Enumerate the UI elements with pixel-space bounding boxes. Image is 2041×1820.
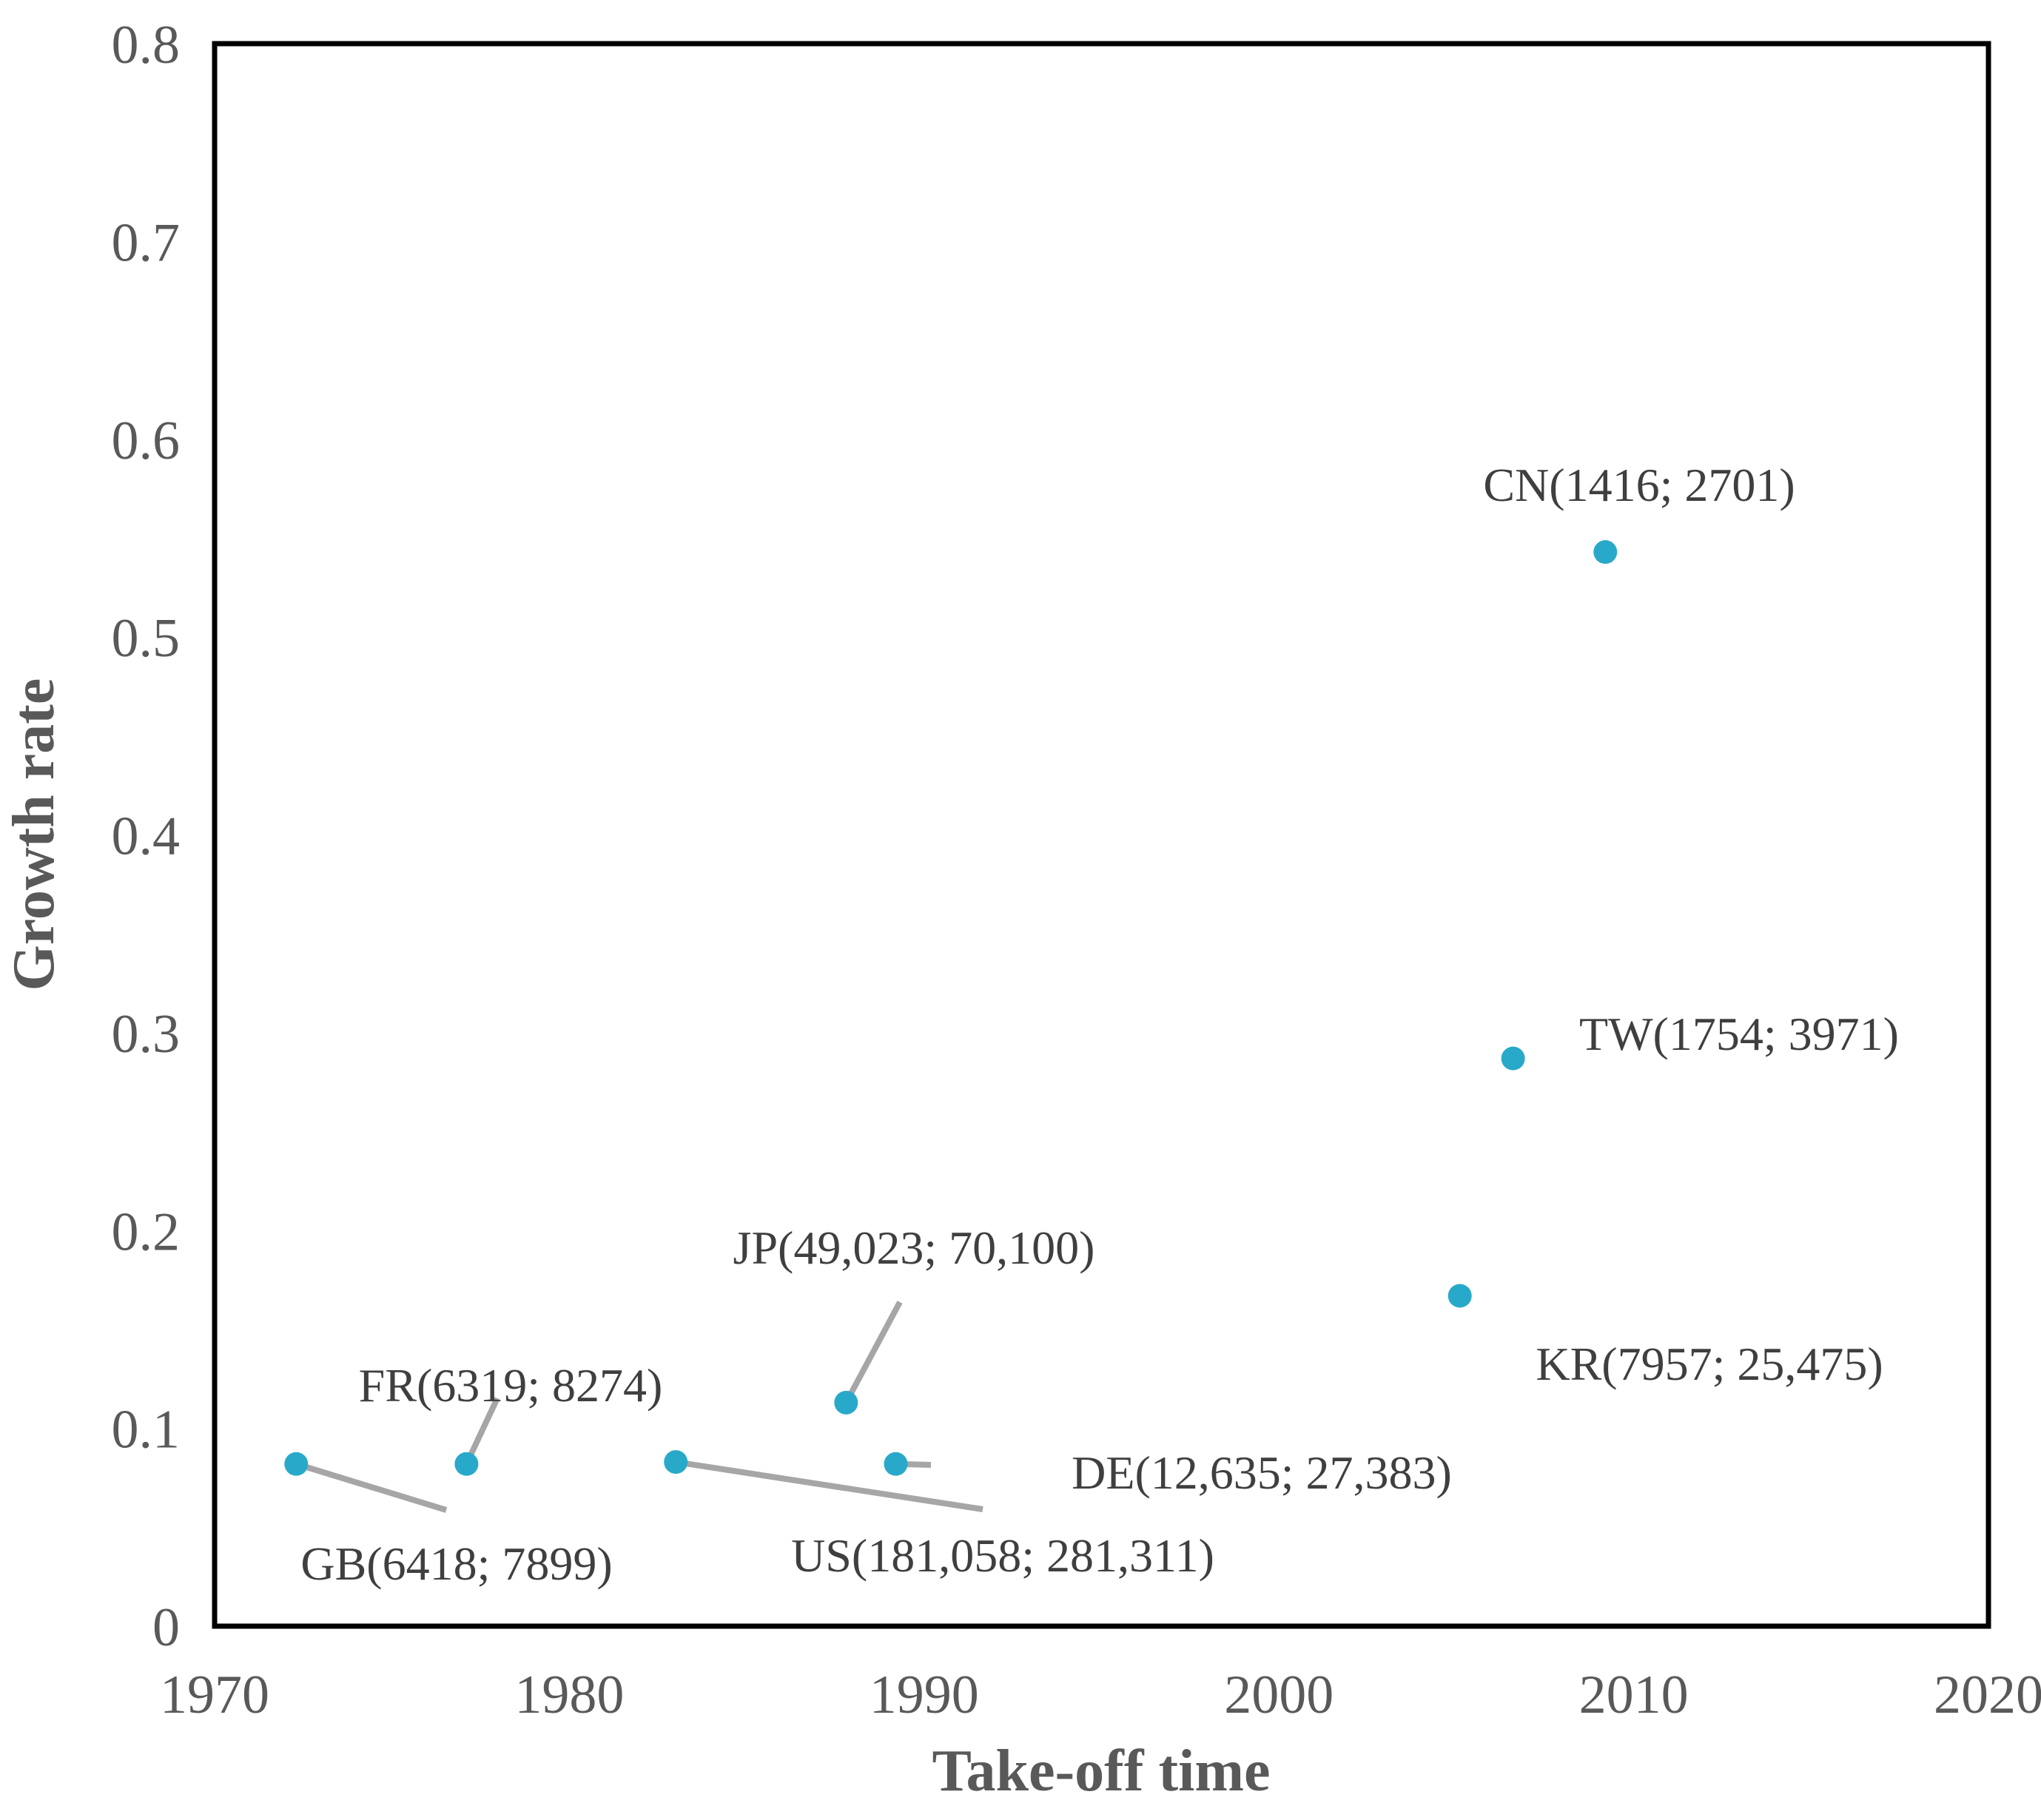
point-label-JP: JP(49,023; 70,100) bbox=[733, 1221, 1095, 1274]
data-point-CN bbox=[1593, 540, 1618, 564]
data-point-FR bbox=[454, 1452, 479, 1476]
point-label-GB: GB(6418; 7899) bbox=[300, 1537, 612, 1590]
x-axis-title: Take-off time bbox=[932, 1739, 1271, 1804]
data-point-JP bbox=[834, 1390, 858, 1415]
data-point-KR bbox=[1447, 1284, 1472, 1308]
data-point-GB bbox=[284, 1452, 309, 1476]
x-tick-label-2010: 2010 bbox=[1579, 1665, 1689, 1725]
point-label-DE: DE(12,635; 27,383) bbox=[1072, 1446, 1452, 1499]
y-tick-labels-group: 0 0.1 0.2 0.3 0.4 0.5 0.6 0.7 0.8 bbox=[112, 15, 181, 1658]
y-tick-label-0.8: 0.8 bbox=[112, 15, 181, 75]
point-label-FR: FR(6319; 8274) bbox=[359, 1359, 663, 1412]
data-points-group bbox=[284, 540, 1618, 1476]
point-labels-group: GB(6418; 7899) FR(6319; 8274) US(181,058; … bbox=[300, 459, 1899, 1590]
leader-line-US bbox=[675, 1459, 983, 1512]
x-tick-label-2000: 2000 bbox=[1224, 1665, 1334, 1725]
y-tick-label-0.2: 0.2 bbox=[112, 1201, 181, 1262]
data-point-TW bbox=[1501, 1046, 1525, 1071]
point-label-US: US(181,058; 281,311) bbox=[791, 1529, 1214, 1582]
data-point-US bbox=[664, 1450, 688, 1474]
y-tick-label-0: 0 bbox=[152, 1597, 180, 1658]
x-tick-label-1970: 1970 bbox=[160, 1665, 269, 1725]
y-tick-label-0.5: 0.5 bbox=[112, 608, 181, 669]
y-tick-label-0.4: 0.4 bbox=[112, 806, 181, 867]
leader-line-GB bbox=[295, 1460, 448, 1513]
point-label-TW: TW(1754; 3971) bbox=[1579, 1008, 1899, 1060]
leader-lines-group bbox=[295, 1301, 983, 1513]
point-label-KR: KR(7957; 25,475) bbox=[1536, 1338, 1883, 1390]
leader-line-FR bbox=[463, 1397, 500, 1466]
y-tick-label-0.7: 0.7 bbox=[112, 212, 181, 273]
y-axis-title: Growth rate bbox=[1, 678, 67, 991]
y-tick-label-0.6: 0.6 bbox=[112, 411, 181, 471]
x-tick-label-1990: 1990 bbox=[870, 1665, 979, 1725]
leader-line-JP bbox=[843, 1301, 903, 1404]
y-tick-label-0.3: 0.3 bbox=[112, 1004, 181, 1065]
x-tick-labels-group: 1970 1980 1990 2000 2010 2020 bbox=[160, 1665, 2041, 1725]
data-point-DE bbox=[884, 1452, 908, 1476]
x-tick-label-1980: 1980 bbox=[514, 1665, 624, 1725]
plot-area-border bbox=[212, 41, 1991, 1629]
x-tick-label-2020: 2020 bbox=[1934, 1665, 2041, 1725]
point-label-CN: CN(1416; 2701) bbox=[1483, 459, 1795, 511]
y-tick-label-0.1: 0.1 bbox=[112, 1400, 181, 1460]
